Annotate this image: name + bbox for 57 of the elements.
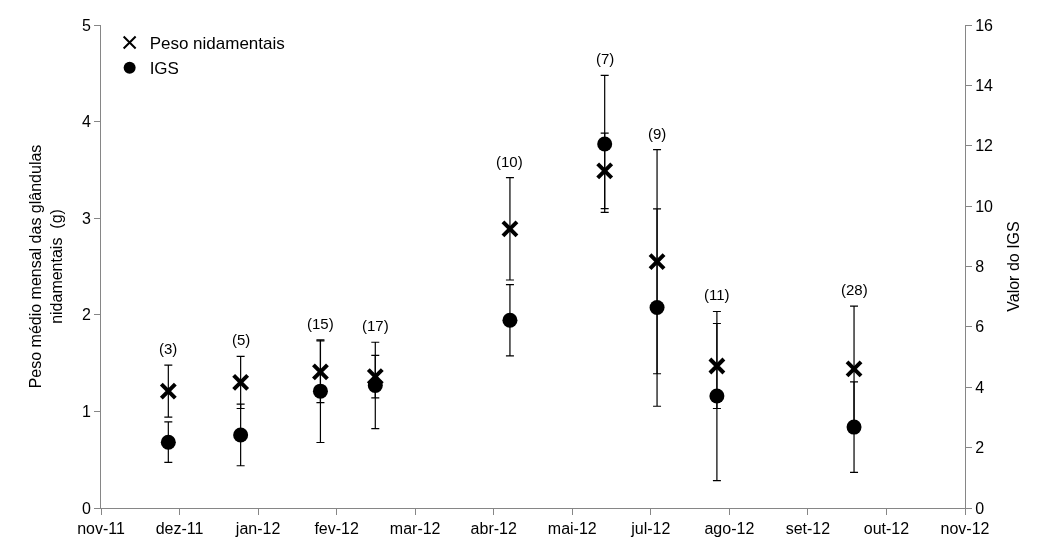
point [502,312,518,328]
x-tick-label: abr-12 [470,520,517,538]
y-tick-label: 5 [81,16,91,34]
y2-tick-label: 16 [975,16,994,34]
y-tick-label: 0 [81,499,91,517]
x-tick-label: mai-12 [547,520,597,538]
x-tick-label: jan-12 [234,520,281,538]
x-tick-label: dez-11 [155,520,204,538]
x-tick-label: nov-11 [77,520,125,538]
point [845,359,864,378]
annotation: (28) [841,281,868,298]
y2-tick-label: 6 [975,318,985,336]
y2-tick-label: 0 [975,499,985,517]
y-axis-title: Peso médio mensal das glândulas nidamentais (g) [26,144,65,389]
y2-tick-label: 14 [975,76,994,94]
x-tick-label: set-12 [785,520,831,538]
point [312,383,328,399]
annotation: (10) [496,153,523,170]
y-tick-label: 2 [81,306,91,324]
y2-tick-label: 2 [975,439,985,457]
y-tick-label: 4 [81,113,91,131]
point [159,382,178,401]
point [160,434,176,450]
x-tick-label: fev-12 [314,520,359,538]
point [500,219,519,238]
annotation: (9) [648,125,667,142]
x-tick-label: jul-12 [630,520,671,538]
annotation: (11) [704,286,730,303]
y-tick-label: 3 [81,209,91,227]
y2-tick-label: 10 [975,197,994,215]
point [648,252,667,271]
point [597,136,613,152]
point [846,419,862,435]
annotation: (7) [596,50,615,67]
point [231,373,250,392]
point [649,300,665,316]
y2-axis-title: Valor do IGS [1004,221,1022,312]
point [709,388,725,404]
point [595,161,614,180]
annotation: (17) [362,317,389,334]
annotation: (15) [307,315,334,332]
x-tick-label: mar-12 [389,520,441,538]
y2-tick-label: 4 [975,378,985,396]
legend-label: IGS [149,59,179,79]
point [233,427,249,443]
y-tick-label: 1 [81,403,91,420]
legend-label: Peso nidamentais [149,34,285,54]
x-tick-label: nov-12 [940,520,990,538]
x-tick-label: ago-12 [704,520,755,538]
point [366,367,385,386]
y2-tick-label: 8 [975,258,985,276]
x-tick-label: out-12 [863,520,910,538]
annotation: (5) [232,331,251,348]
point [707,357,726,375]
point [311,362,330,381]
annotation: (3) [159,340,178,357]
y2-tick-label: 12 [975,137,994,155]
